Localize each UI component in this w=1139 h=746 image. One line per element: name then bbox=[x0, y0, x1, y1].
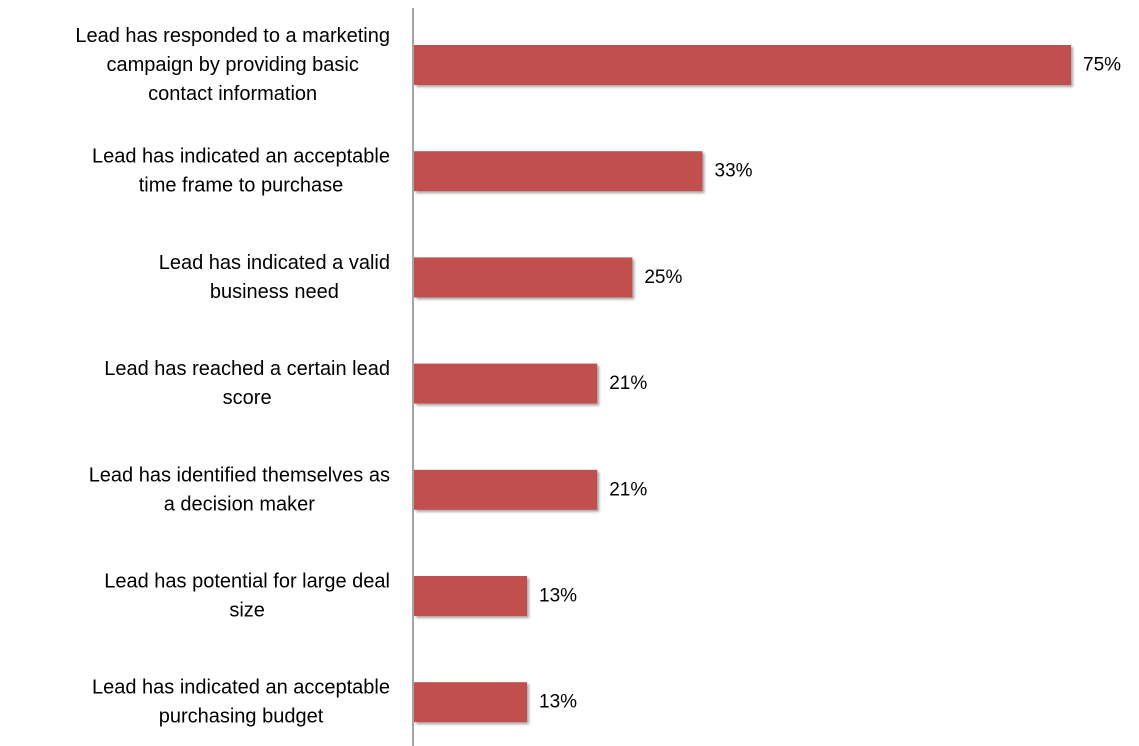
category-label-line: campaign by providing basic bbox=[106, 54, 358, 76]
data-label: 21% bbox=[609, 479, 647, 500]
category-label-line: Lead has responded to a marketing bbox=[75, 25, 390, 47]
bar bbox=[414, 576, 528, 616]
data-label: 33% bbox=[715, 161, 753, 182]
category-label-line: Lead has indicated an acceptable bbox=[92, 146, 390, 168]
bars-layer bbox=[414, 45, 1071, 723]
bar bbox=[414, 151, 703, 192]
category-label-line: Lead has indicated an acceptable bbox=[92, 677, 390, 699]
category-label-line: Lead has potential for large deal bbox=[104, 571, 390, 593]
bar bbox=[414, 469, 598, 510]
category-label: Lead has indicated an acceptable time fra… bbox=[92, 146, 390, 197]
value-labels-layer: 75% 33% 25% 21% 21% 13% 13% bbox=[539, 55, 1121, 713]
category-label: Lead has responded to a marketing campaig… bbox=[75, 25, 390, 105]
category-label-line: Lead has indicated a valid bbox=[159, 252, 390, 274]
category-label-line: size bbox=[229, 600, 265, 622]
data-label: 25% bbox=[644, 267, 682, 288]
category-label-line: Lead has reached a certain lead bbox=[104, 358, 390, 380]
data-label: 13% bbox=[539, 586, 577, 607]
category-label-line: time frame to purchase bbox=[139, 175, 344, 197]
category-label-line: score bbox=[223, 387, 272, 409]
bar bbox=[414, 363, 598, 404]
category-label: Lead has identified themselves as a decis… bbox=[89, 464, 390, 515]
category-label: Lead has indicated a valid business need bbox=[159, 252, 390, 303]
bar bbox=[414, 257, 633, 298]
category-label-line: Lead has identified themselves as bbox=[89, 464, 390, 486]
category-label: Lead has indicated an acceptable purchasi… bbox=[92, 677, 390, 728]
category-label-line: business need bbox=[210, 281, 339, 303]
data-label: 21% bbox=[609, 373, 647, 394]
bar bbox=[414, 45, 1071, 85]
category-label-line: purchasing budget bbox=[159, 706, 324, 728]
category-labels-layer: Lead has responded to a marketing campaig… bbox=[75, 25, 390, 728]
data-label: 13% bbox=[539, 692, 577, 713]
category-label-line: a decision maker bbox=[164, 493, 316, 515]
category-label-line: contact information bbox=[148, 83, 317, 105]
bar bbox=[414, 682, 528, 723]
data-label: 75% bbox=[1083, 55, 1121, 76]
category-label: Lead has potential for large deal size bbox=[104, 571, 390, 622]
category-label: Lead has reached a certain lead score bbox=[104, 358, 390, 409]
